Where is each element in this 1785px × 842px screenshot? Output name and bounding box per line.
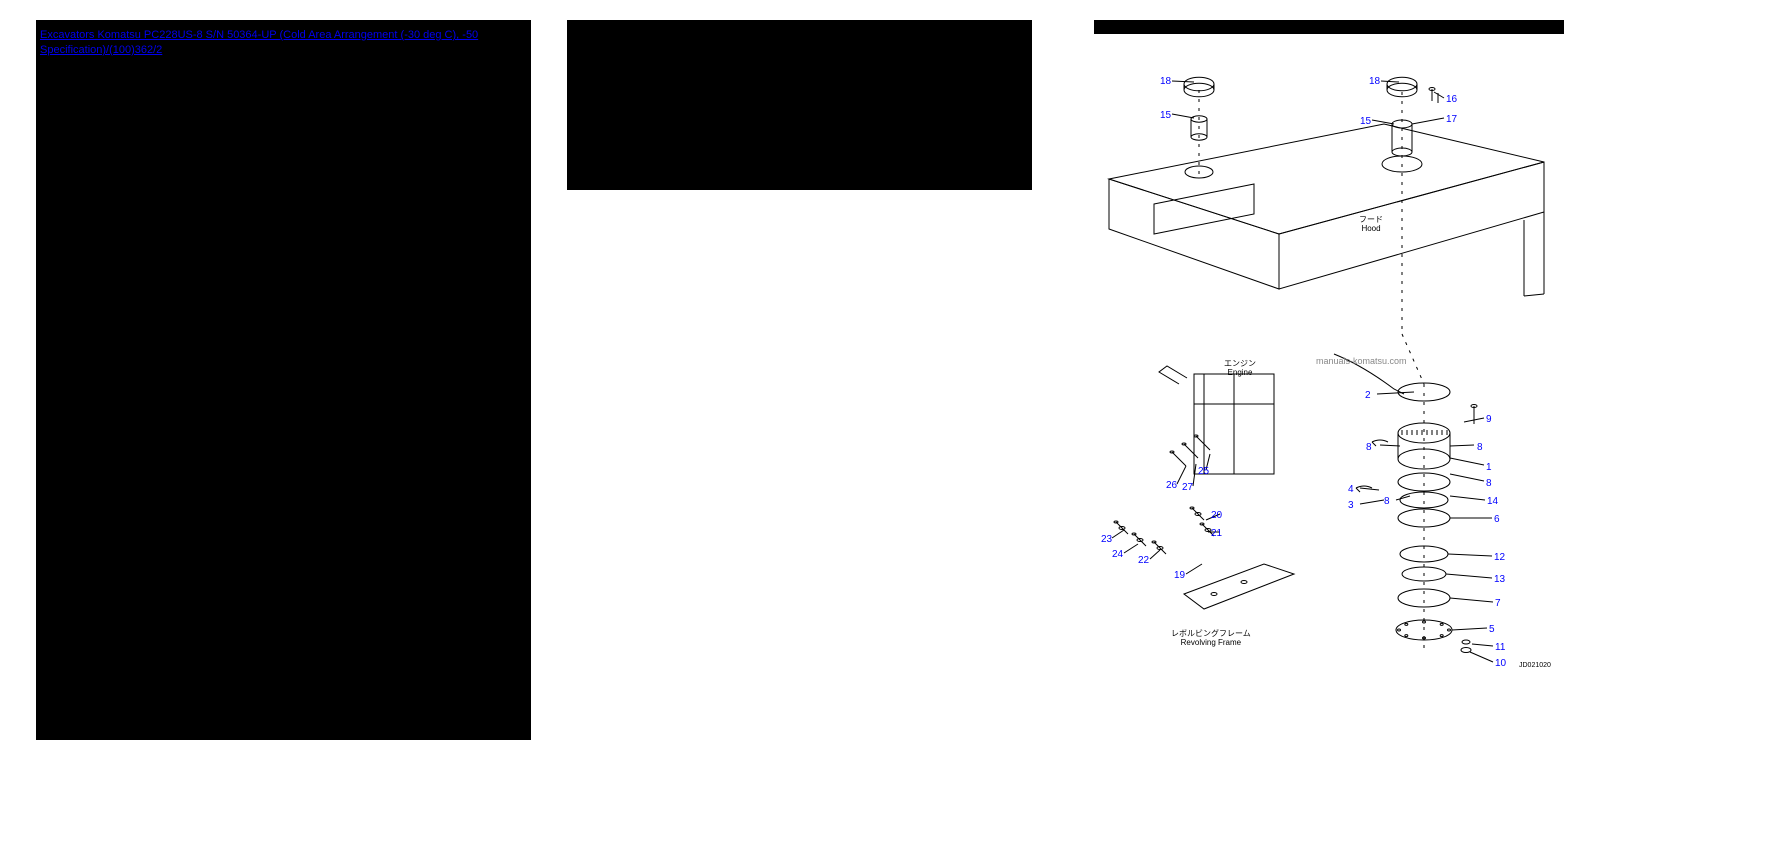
label-hood: フードHood	[1359, 216, 1383, 234]
callout-25: 25	[1198, 466, 1209, 477]
watermark: manuals-komatsu.com	[1316, 356, 1407, 366]
callout-9: 9	[1486, 414, 1492, 425]
callout-7: 7	[1495, 598, 1501, 609]
callout-8: 8	[1477, 442, 1483, 453]
callout-4: 4	[1348, 484, 1354, 495]
callout-6: 6	[1494, 514, 1500, 525]
breadcrumb[interactable]: Excavators Komatsu PC228US-8 S/N 50364-U…	[36, 20, 531, 62]
callout-19: 19	[1174, 570, 1185, 581]
callout-18: 18	[1160, 76, 1171, 87]
callout-3: 3	[1348, 500, 1354, 511]
callout-8: 8	[1384, 496, 1390, 507]
callout-1: 1	[1486, 462, 1492, 473]
callout-8: 8	[1366, 442, 1372, 453]
diagram-panel: 1815181617152988184381461213751110202123…	[1094, 20, 1564, 740]
figure-code: JD021020	[1519, 662, 1551, 669]
left-panel: Excavators Komatsu PC228US-8 S/N 50364-U…	[36, 20, 531, 740]
callout-2: 2	[1365, 390, 1371, 401]
callout-22: 22	[1138, 555, 1149, 566]
callout-13: 13	[1494, 574, 1505, 585]
callout-26: 26	[1166, 480, 1177, 491]
callout-16: 16	[1446, 94, 1457, 105]
callout-15: 15	[1160, 110, 1171, 121]
middle-panel	[567, 20, 1032, 190]
parts-diagram: 1815181617152988184381461213751110202123…	[1094, 34, 1564, 740]
callout-5: 5	[1489, 624, 1495, 635]
callout-14: 14	[1487, 496, 1498, 507]
callout-27: 27	[1182, 482, 1193, 493]
callout-12: 12	[1494, 552, 1505, 563]
callout-18: 18	[1369, 76, 1380, 87]
callout-10: 10	[1495, 658, 1506, 669]
diagram-title-bar	[1094, 20, 1564, 34]
label-revolving-frame: レボルビングフレームRevolving Frame	[1171, 630, 1251, 648]
callout-23: 23	[1101, 534, 1112, 545]
callout-8: 8	[1486, 478, 1492, 489]
callout-21: 21	[1211, 528, 1222, 539]
callout-11: 11	[1495, 642, 1505, 653]
label-engine: エンジンEngine	[1224, 360, 1256, 378]
callout-17: 17	[1446, 114, 1457, 125]
callout-24: 24	[1112, 549, 1123, 560]
callout-20: 20	[1211, 510, 1222, 521]
callout-15: 15	[1360, 116, 1371, 127]
